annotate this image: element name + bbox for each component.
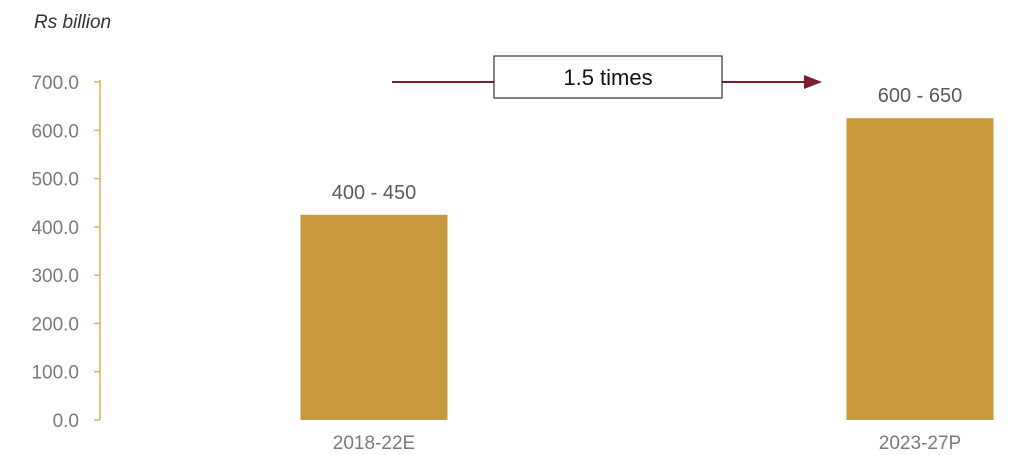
x-category-label: 2023-27P — [879, 433, 961, 454]
growth-annotation: 1.5 times — [392, 55, 822, 99]
data-labels-group: 400 - 450 600 - 650 — [332, 85, 963, 204]
unit-label: Rs billion — [34, 12, 111, 33]
data-label: 600 - 650 — [878, 85, 963, 107]
y-tick-label: 400.0 — [31, 218, 79, 239]
annotation-box — [493, 55, 723, 99]
bar-2018-22E — [300, 214, 448, 420]
x-axis-categories: 2018-22E 2023-27P — [333, 433, 961, 454]
y-tick-label: 700.0 — [31, 73, 79, 94]
y-tick-label: 600.0 — [31, 121, 79, 142]
y-tick-label: 500.0 — [31, 170, 79, 191]
y-tick-label: 100.0 — [31, 363, 79, 384]
bars-group — [300, 118, 994, 420]
y-axis-ticks: 0.0 100.0 200.0 300.0 400.0 500.0 600.0 700.0 — [31, 73, 100, 432]
y-tick-label: 0.0 — [53, 411, 79, 432]
y-tick-label: 300.0 — [31, 266, 79, 287]
bar-2023-27P — [846, 118, 994, 420]
arrow-head-icon — [804, 75, 822, 89]
annotation-text: 1.5 times — [563, 65, 652, 90]
data-label: 400 - 450 — [332, 182, 417, 204]
x-category-label: 2018-22E — [333, 433, 415, 454]
y-tick-label: 200.0 — [31, 314, 79, 335]
